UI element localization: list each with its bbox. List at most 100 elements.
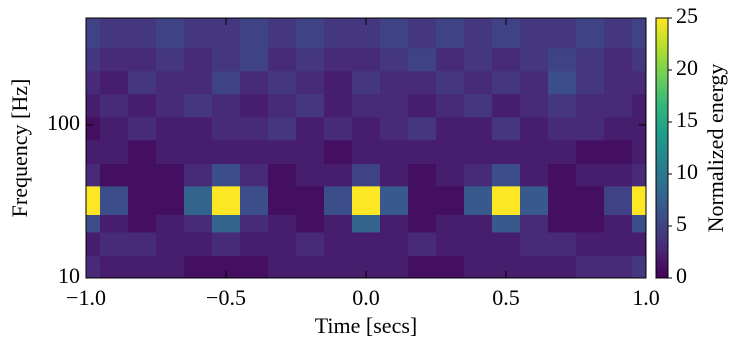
heatmap-cell: [604, 185, 633, 215]
heatmap-cell: [632, 70, 646, 95]
heatmap-cell: [268, 163, 297, 187]
heatmap-cell: [632, 93, 646, 118]
heatmap-cell: [548, 214, 577, 233]
heatmap-cell: [128, 93, 157, 118]
heatmap-cell: [240, 116, 269, 141]
heatmap-cell: [352, 231, 381, 257]
heatmap-cell: [86, 93, 101, 118]
colorbar-tick-label: 0: [676, 263, 687, 288]
heatmap-cell: [156, 255, 185, 278]
heatmap-cell: [380, 231, 409, 257]
heatmap-cell: [380, 185, 409, 215]
heatmap-cell: [408, 116, 437, 141]
heatmap-cell: [324, 18, 353, 49]
heatmap-cell: [436, 231, 465, 257]
heatmap-cell: [380, 70, 409, 95]
heatmap-cell: [212, 255, 241, 278]
heatmap-cell: [184, 93, 213, 118]
heatmap-cell: [492, 116, 521, 141]
heatmap-cell: [128, 231, 157, 257]
heatmap-cell: [268, 47, 297, 72]
heatmap-cell: [128, 163, 157, 187]
heatmap-cell: [464, 139, 493, 165]
heatmap-cell: [100, 116, 129, 141]
heatmap-cell: [352, 185, 381, 215]
heatmap-cell: [296, 185, 325, 215]
colorbar: [655, 17, 669, 279]
heatmap-cell: [212, 163, 241, 187]
heatmap-cell: [520, 70, 549, 95]
heatmap-cell: [408, 163, 437, 187]
heatmap-cell: [576, 185, 605, 215]
heatmap-cell: [604, 163, 633, 187]
heatmap-cell: [352, 116, 381, 141]
heatmap-cell: [156, 231, 185, 257]
heatmap-cell: [156, 163, 185, 187]
heatmap-cell: [100, 93, 129, 118]
heatmap-cell: [604, 116, 633, 141]
x-tick-label: 0.5: [492, 285, 520, 310]
heatmap-cell: [408, 185, 437, 215]
heatmap-cell: [576, 214, 605, 233]
heatmap-cell: [324, 255, 353, 278]
heatmap-cell: [184, 116, 213, 141]
x-tick-label: 1.0: [632, 285, 660, 310]
heatmap-cell: [100, 47, 129, 72]
heatmap-cell: [576, 255, 605, 278]
heatmap-cell: [604, 231, 633, 257]
heatmap-cell: [492, 231, 521, 257]
heatmap-cell: [352, 70, 381, 95]
heatmap-cell: [520, 93, 549, 118]
heatmap-cell: [548, 70, 577, 95]
heatmap-cell: [604, 214, 633, 233]
heatmap-cell: [464, 18, 493, 49]
heatmap-cell: [240, 231, 269, 257]
heatmap-cell: [212, 231, 241, 257]
heatmap-cell: [492, 139, 521, 165]
heatmap-cell: [240, 163, 269, 187]
heatmap-cell: [268, 18, 297, 49]
heatmap-cell: [408, 70, 437, 95]
heatmap-cell: [520, 18, 549, 49]
heatmap-cell: [548, 185, 577, 215]
heatmap-cell: [268, 255, 297, 278]
heatmap-cell: [212, 47, 241, 72]
heatmap-cell: [128, 18, 157, 49]
heatmap-cell: [492, 255, 521, 278]
heatmap-cell: [464, 70, 493, 95]
heatmap-cell: [296, 93, 325, 118]
colorbar-tick-label: 5: [676, 211, 687, 236]
heatmap-cell: [324, 93, 353, 118]
heatmap-cell: [184, 231, 213, 257]
heatmap-cell: [464, 185, 493, 215]
heatmap-cell: [240, 255, 269, 278]
heatmap-cell: [296, 163, 325, 187]
heatmap-cell: [184, 139, 213, 165]
heatmap-cell: [408, 93, 437, 118]
heatmap-cell: [212, 116, 241, 141]
heatmap-cell: [520, 163, 549, 187]
heatmap-cell: [548, 93, 577, 118]
heatmap-cell: [408, 47, 437, 72]
heatmap-cell: [156, 70, 185, 95]
heatmap-cell: [436, 163, 465, 187]
heatmap-cell: [240, 93, 269, 118]
heatmap-cell: [86, 214, 101, 233]
heatmap-cell: [324, 116, 353, 141]
heatmap-cell: [156, 47, 185, 72]
heatmap-cell: [380, 163, 409, 187]
heatmap-cell: [268, 116, 297, 141]
heatmap-cell: [240, 47, 269, 72]
heatmap-cell: [86, 18, 101, 49]
heatmap-cell: [380, 18, 409, 49]
heatmap-cell: [268, 139, 297, 165]
x-axis-label: Time [secs]: [315, 313, 417, 338]
heatmap-cell: [548, 47, 577, 72]
heatmap-cell: [604, 47, 633, 72]
heatmap-cell: [464, 231, 493, 257]
heatmap-cell: [268, 93, 297, 118]
heatmap-cell: [324, 185, 353, 215]
heatmap-cell: [296, 70, 325, 95]
heatmap-cell: [100, 185, 129, 215]
heatmap-cell: [268, 231, 297, 257]
